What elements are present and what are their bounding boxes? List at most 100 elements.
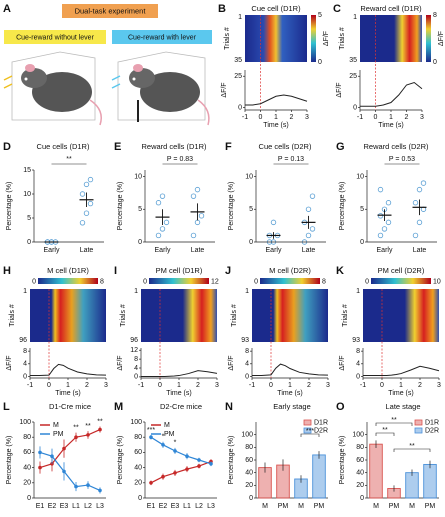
y-tick-label: 40 bbox=[134, 464, 142, 471]
significance: ** bbox=[97, 418, 103, 425]
x-tick-label: PM bbox=[425, 503, 436, 510]
x-tick-label: 2 bbox=[290, 114, 294, 121]
x-tick-label: 3 bbox=[305, 114, 309, 121]
panel-title: Reward cell (D1R) bbox=[360, 4, 422, 13]
colorbar-label: ΔF/F bbox=[323, 31, 330, 46]
mean-trace bbox=[141, 370, 218, 377]
y-tick-label: 40 bbox=[23, 464, 31, 471]
heatmap bbox=[30, 289, 106, 342]
trial-tick-label: 1 bbox=[23, 288, 27, 295]
mouse-left bbox=[3, 51, 102, 126]
x-tick-label: 2 bbox=[405, 114, 409, 121]
y-tick-label: 40 bbox=[245, 470, 253, 477]
panel-letter: J bbox=[225, 265, 231, 277]
panel-letter: L bbox=[3, 401, 10, 413]
panel-letter: A bbox=[3, 3, 11, 15]
data-point bbox=[149, 481, 153, 485]
series-line bbox=[150, 436, 212, 465]
colorbar-tick-label: 10 bbox=[433, 278, 441, 285]
x-tick-label: E1 bbox=[36, 503, 45, 510]
trial-tick-label: 35 bbox=[349, 57, 357, 64]
panel-title: D1-Cre mice bbox=[49, 402, 91, 411]
trial-tick-label: 1 bbox=[134, 288, 138, 295]
x-tick-label: 2 bbox=[307, 382, 311, 389]
colorbar-tick-label: 0 bbox=[433, 59, 437, 66]
data-point bbox=[79, 220, 86, 226]
bar bbox=[312, 454, 326, 499]
y-axis-label: Trials # bbox=[224, 27, 231, 50]
y-axis-label: Trials # bbox=[9, 304, 16, 327]
significance: ** bbox=[382, 427, 388, 434]
data-point bbox=[86, 483, 90, 487]
significance: ** bbox=[85, 423, 91, 430]
y-axis-label: Percentage (%) bbox=[117, 182, 124, 231]
x-axis-label: Time (s) bbox=[277, 390, 302, 397]
y-tick-label: 25 bbox=[349, 73, 357, 80]
y-tick-label: 8 bbox=[23, 348, 27, 355]
x-tick-label: -1 bbox=[242, 114, 248, 121]
data-point bbox=[155, 232, 162, 239]
data-point bbox=[309, 193, 316, 199]
bar bbox=[369, 443, 383, 499]
x-tick-label: PM bbox=[278, 503, 289, 510]
x-tick-label: 2 bbox=[196, 382, 200, 389]
panel-letter: B bbox=[218, 3, 226, 15]
x-tick-label: Early bbox=[44, 247, 60, 254]
y-axis-label: ΔF/F bbox=[339, 355, 346, 370]
x-tick-label: Early bbox=[266, 247, 282, 254]
y-tick-label: 100 bbox=[19, 419, 31, 426]
trial-tick-label: 93 bbox=[241, 337, 249, 344]
data-point bbox=[197, 464, 201, 468]
panel-letter: M bbox=[114, 401, 123, 413]
data-point bbox=[87, 200, 94, 207]
y-axis-label: Trials # bbox=[231, 304, 238, 327]
y-axis-label: Trials # bbox=[342, 304, 349, 327]
mean-trace bbox=[252, 363, 329, 376]
x-tick-label: 3 bbox=[437, 382, 441, 389]
y-axis-label: Percentage (%) bbox=[339, 182, 346, 231]
data-point bbox=[377, 186, 384, 193]
y-axis-label: Percentage (%) bbox=[228, 182, 235, 231]
x-tick-label: 0 bbox=[158, 382, 162, 389]
data-point bbox=[190, 193, 197, 199]
x-tick-label: -1 bbox=[27, 382, 33, 389]
mean-trace bbox=[30, 363, 107, 376]
panel-title: Cue cells (D2R) bbox=[259, 142, 312, 151]
data-point bbox=[194, 186, 201, 193]
heatmap bbox=[245, 15, 307, 62]
legend-label: D1R bbox=[425, 419, 439, 426]
data-point bbox=[377, 213, 384, 219]
x-tick-label: 1 bbox=[389, 114, 393, 121]
y-tick-label: 10 bbox=[245, 173, 253, 180]
y-tick-label: 0 bbox=[360, 495, 364, 502]
panel-letter: N bbox=[225, 401, 233, 413]
y-tick-label: 60 bbox=[356, 457, 364, 464]
panel-letter: E bbox=[114, 141, 121, 153]
heatmap bbox=[141, 289, 217, 342]
data-point bbox=[38, 450, 42, 455]
colorbar-tick-label: 0 bbox=[318, 59, 322, 66]
bracket bbox=[375, 422, 413, 426]
x-tick-label: 1 bbox=[274, 114, 278, 121]
label-box bbox=[112, 30, 212, 44]
data-point bbox=[149, 435, 153, 440]
x-tick-label: E1 bbox=[147, 503, 156, 510]
series-line bbox=[39, 451, 101, 491]
y-tick-label: 15 bbox=[23, 167, 31, 174]
bracket bbox=[300, 433, 320, 437]
series-line bbox=[39, 429, 101, 469]
panel-title: Cue cell (D1R) bbox=[251, 4, 301, 13]
colorbar bbox=[38, 278, 98, 284]
y-tick-label: 10 bbox=[356, 173, 364, 180]
x-tick-label: 2 bbox=[85, 382, 89, 389]
colorbar-tick-label: 0 bbox=[32, 278, 36, 285]
y-tick-label: 10 bbox=[134, 173, 142, 180]
x-tick-label: 1 bbox=[177, 382, 181, 389]
y-tick-label: 0 bbox=[245, 373, 249, 380]
colorbar bbox=[371, 278, 431, 284]
panel-title: Late stage bbox=[385, 402, 420, 411]
x-tick-label: Early bbox=[377, 247, 393, 254]
colorbar bbox=[149, 278, 209, 284]
data-point bbox=[79, 191, 86, 197]
